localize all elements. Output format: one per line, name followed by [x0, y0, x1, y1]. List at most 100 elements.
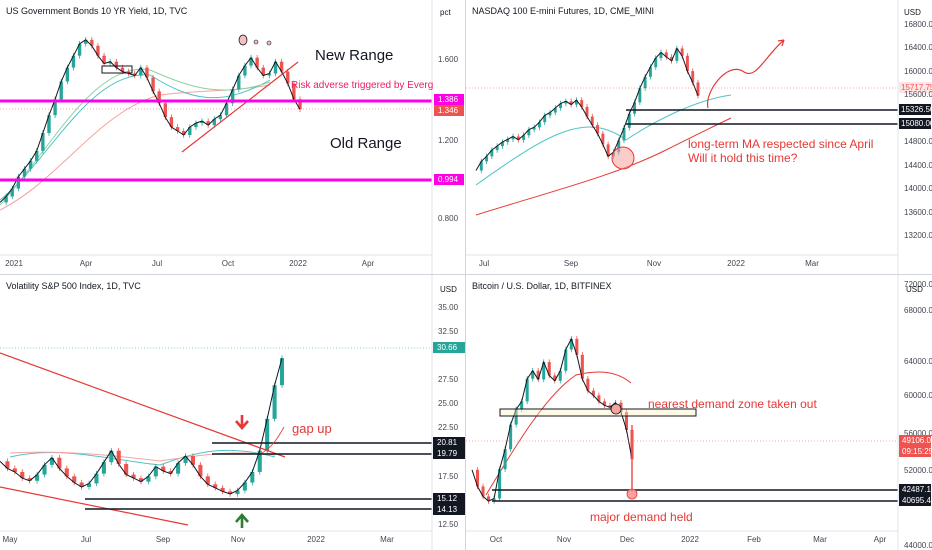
btc-annot-zone-out: nearest demand zone taken out — [648, 397, 817, 411]
candle-body — [547, 362, 551, 376]
y-tick-label: 72000.0 — [904, 280, 932, 289]
candle-body — [680, 48, 684, 56]
candle-body — [169, 117, 174, 128]
panel-us10y[interactable]: 1.600 1.200 0.800 2021 Apr Jul Oct 2022 Apr 1.38… — [0, 0, 466, 275]
x-tick-label: Feb — [747, 535, 761, 544]
candle-body — [481, 486, 485, 497]
candle-body — [492, 498, 496, 502]
candle-body — [601, 133, 605, 145]
candle-body — [643, 76, 647, 89]
us10y-annot-new-range: New Range — [315, 47, 394, 64]
candle-body — [638, 88, 642, 103]
candle-body — [109, 450, 114, 463]
candle-body — [108, 61, 112, 64]
nasdaq-ma-lines — [475, 94, 732, 216]
us10y-tag-0994-bg — [434, 174, 464, 185]
vix-chart[interactable]: 35.00 32.50 27.50 25.00 22.50 17.50 12.50 May Ju… — [0, 275, 466, 550]
nasdaq-chart[interactable]: 16800.00 16400.00 16000.00 15600.00 14800.00… — [466, 0, 932, 275]
panel-nasdaq[interactable]: 16800.00 16400.00 16000.00 15600.00 14800.00… — [466, 0, 932, 275]
candle-body — [237, 75, 241, 90]
us10y-dot-2 — [266, 40, 272, 46]
y-tick-label: 22.50 — [438, 423, 459, 432]
candle-body — [580, 100, 584, 107]
x-tick-label: 2022 — [307, 535, 325, 544]
candle-body — [35, 150, 39, 161]
candle-body — [255, 57, 259, 68]
us10y-annot-old-range: Old Range — [330, 135, 402, 152]
candle-body — [292, 83, 296, 100]
panel-btc[interactable]: 72000.0 68000.0 64000.0 60000.0 56000.0 52000… — [466, 275, 932, 550]
us10y-top-circle — [238, 34, 248, 46]
vix-annot-gap-up: gap up — [292, 421, 332, 436]
candle-body — [586, 378, 590, 391]
candle-body — [161, 466, 166, 472]
x-tick-label: Mar — [805, 259, 819, 268]
btc-tag-40695-bg — [899, 495, 931, 506]
us10y-dot-1 — [253, 39, 259, 45]
candle-body — [47, 115, 51, 134]
candle-body — [498, 469, 502, 499]
candle-body — [267, 73, 272, 76]
us10y-chart[interactable]: 1.600 1.200 0.800 2021 Apr Jul Oct 2022 Apr 1.38… — [0, 0, 466, 275]
vix-price-line — [0, 358, 283, 495]
us10y-trendline — [181, 61, 299, 153]
candle-body — [138, 478, 144, 482]
vix-ma-salmon — [9, 451, 276, 462]
btc-ma-red — [485, 371, 632, 496]
candle-body — [220, 487, 225, 492]
candle-body — [670, 56, 674, 61]
x-tick-label: 2022 — [727, 259, 745, 268]
candle-body — [627, 113, 631, 128]
candle-body — [242, 482, 247, 491]
candle-body — [633, 102, 637, 114]
candle-body — [574, 100, 578, 105]
vix-tag-2081-bg — [433, 437, 465, 448]
candle-body — [35, 474, 40, 481]
candle-body — [139, 67, 143, 76]
y-tick-label: 1.600 — [438, 55, 459, 64]
btc-unit: USD — [906, 285, 923, 294]
candle-body — [224, 103, 229, 116]
candle-body — [685, 55, 689, 72]
y-tick-label: 14000.00 — [904, 184, 932, 193]
x-tick-label: Nov — [231, 535, 245, 544]
candle-body — [537, 122, 541, 128]
nasdaq-unit: USD — [904, 8, 921, 17]
btc-annot-demand-held: major demand held — [590, 510, 693, 524]
candle-body — [87, 483, 92, 487]
candle-body — [151, 77, 155, 92]
x-tick-label: Nov — [647, 259, 661, 268]
panel-vix[interactable]: 35.00 32.50 27.50 25.00 22.50 17.50 12.50 May Ju… — [0, 275, 466, 550]
candle-body — [525, 378, 529, 402]
us10y-tag-1346-bg — [434, 105, 464, 116]
candle-body — [691, 71, 695, 83]
us10y-price-line — [0, 39, 301, 203]
nasdaq-ma-teal — [475, 94, 732, 186]
candle-body — [506, 139, 510, 143]
y-tick-label: 12.50 — [438, 520, 459, 529]
candle-body — [273, 61, 278, 74]
candle-body — [235, 490, 240, 495]
candle-body — [257, 450, 262, 472]
candle-body — [511, 136, 515, 140]
x-tick-label: Mar — [813, 535, 827, 544]
candle-body — [198, 464, 203, 477]
candle-body — [72, 476, 77, 483]
candle-body — [516, 136, 520, 140]
candle-body — [27, 478, 32, 481]
candle-body — [261, 67, 265, 76]
candle-body — [543, 115, 547, 123]
us10y-ma-salmon — [0, 84, 271, 211]
vix-tag-1512: 15.12 — [437, 494, 458, 503]
candle-body — [279, 61, 284, 72]
candle-body — [532, 127, 536, 130]
nasdaq-tag-15080-bg — [899, 118, 931, 129]
candle-body — [585, 106, 589, 117]
us10y-title: US Government Bonds 10 YR Yield, 1D, TVC — [6, 6, 188, 16]
nasdaq-tag-15080: 15080.00 — [901, 119, 932, 128]
btc-chart[interactable]: 72000.0 68000.0 64000.0 60000.0 56000.0 52000… — [466, 275, 932, 550]
y-tick-label: 13600.00 — [904, 208, 932, 217]
candle-body — [617, 140, 621, 153]
candle-body — [575, 338, 579, 355]
candle-body — [580, 354, 584, 379]
